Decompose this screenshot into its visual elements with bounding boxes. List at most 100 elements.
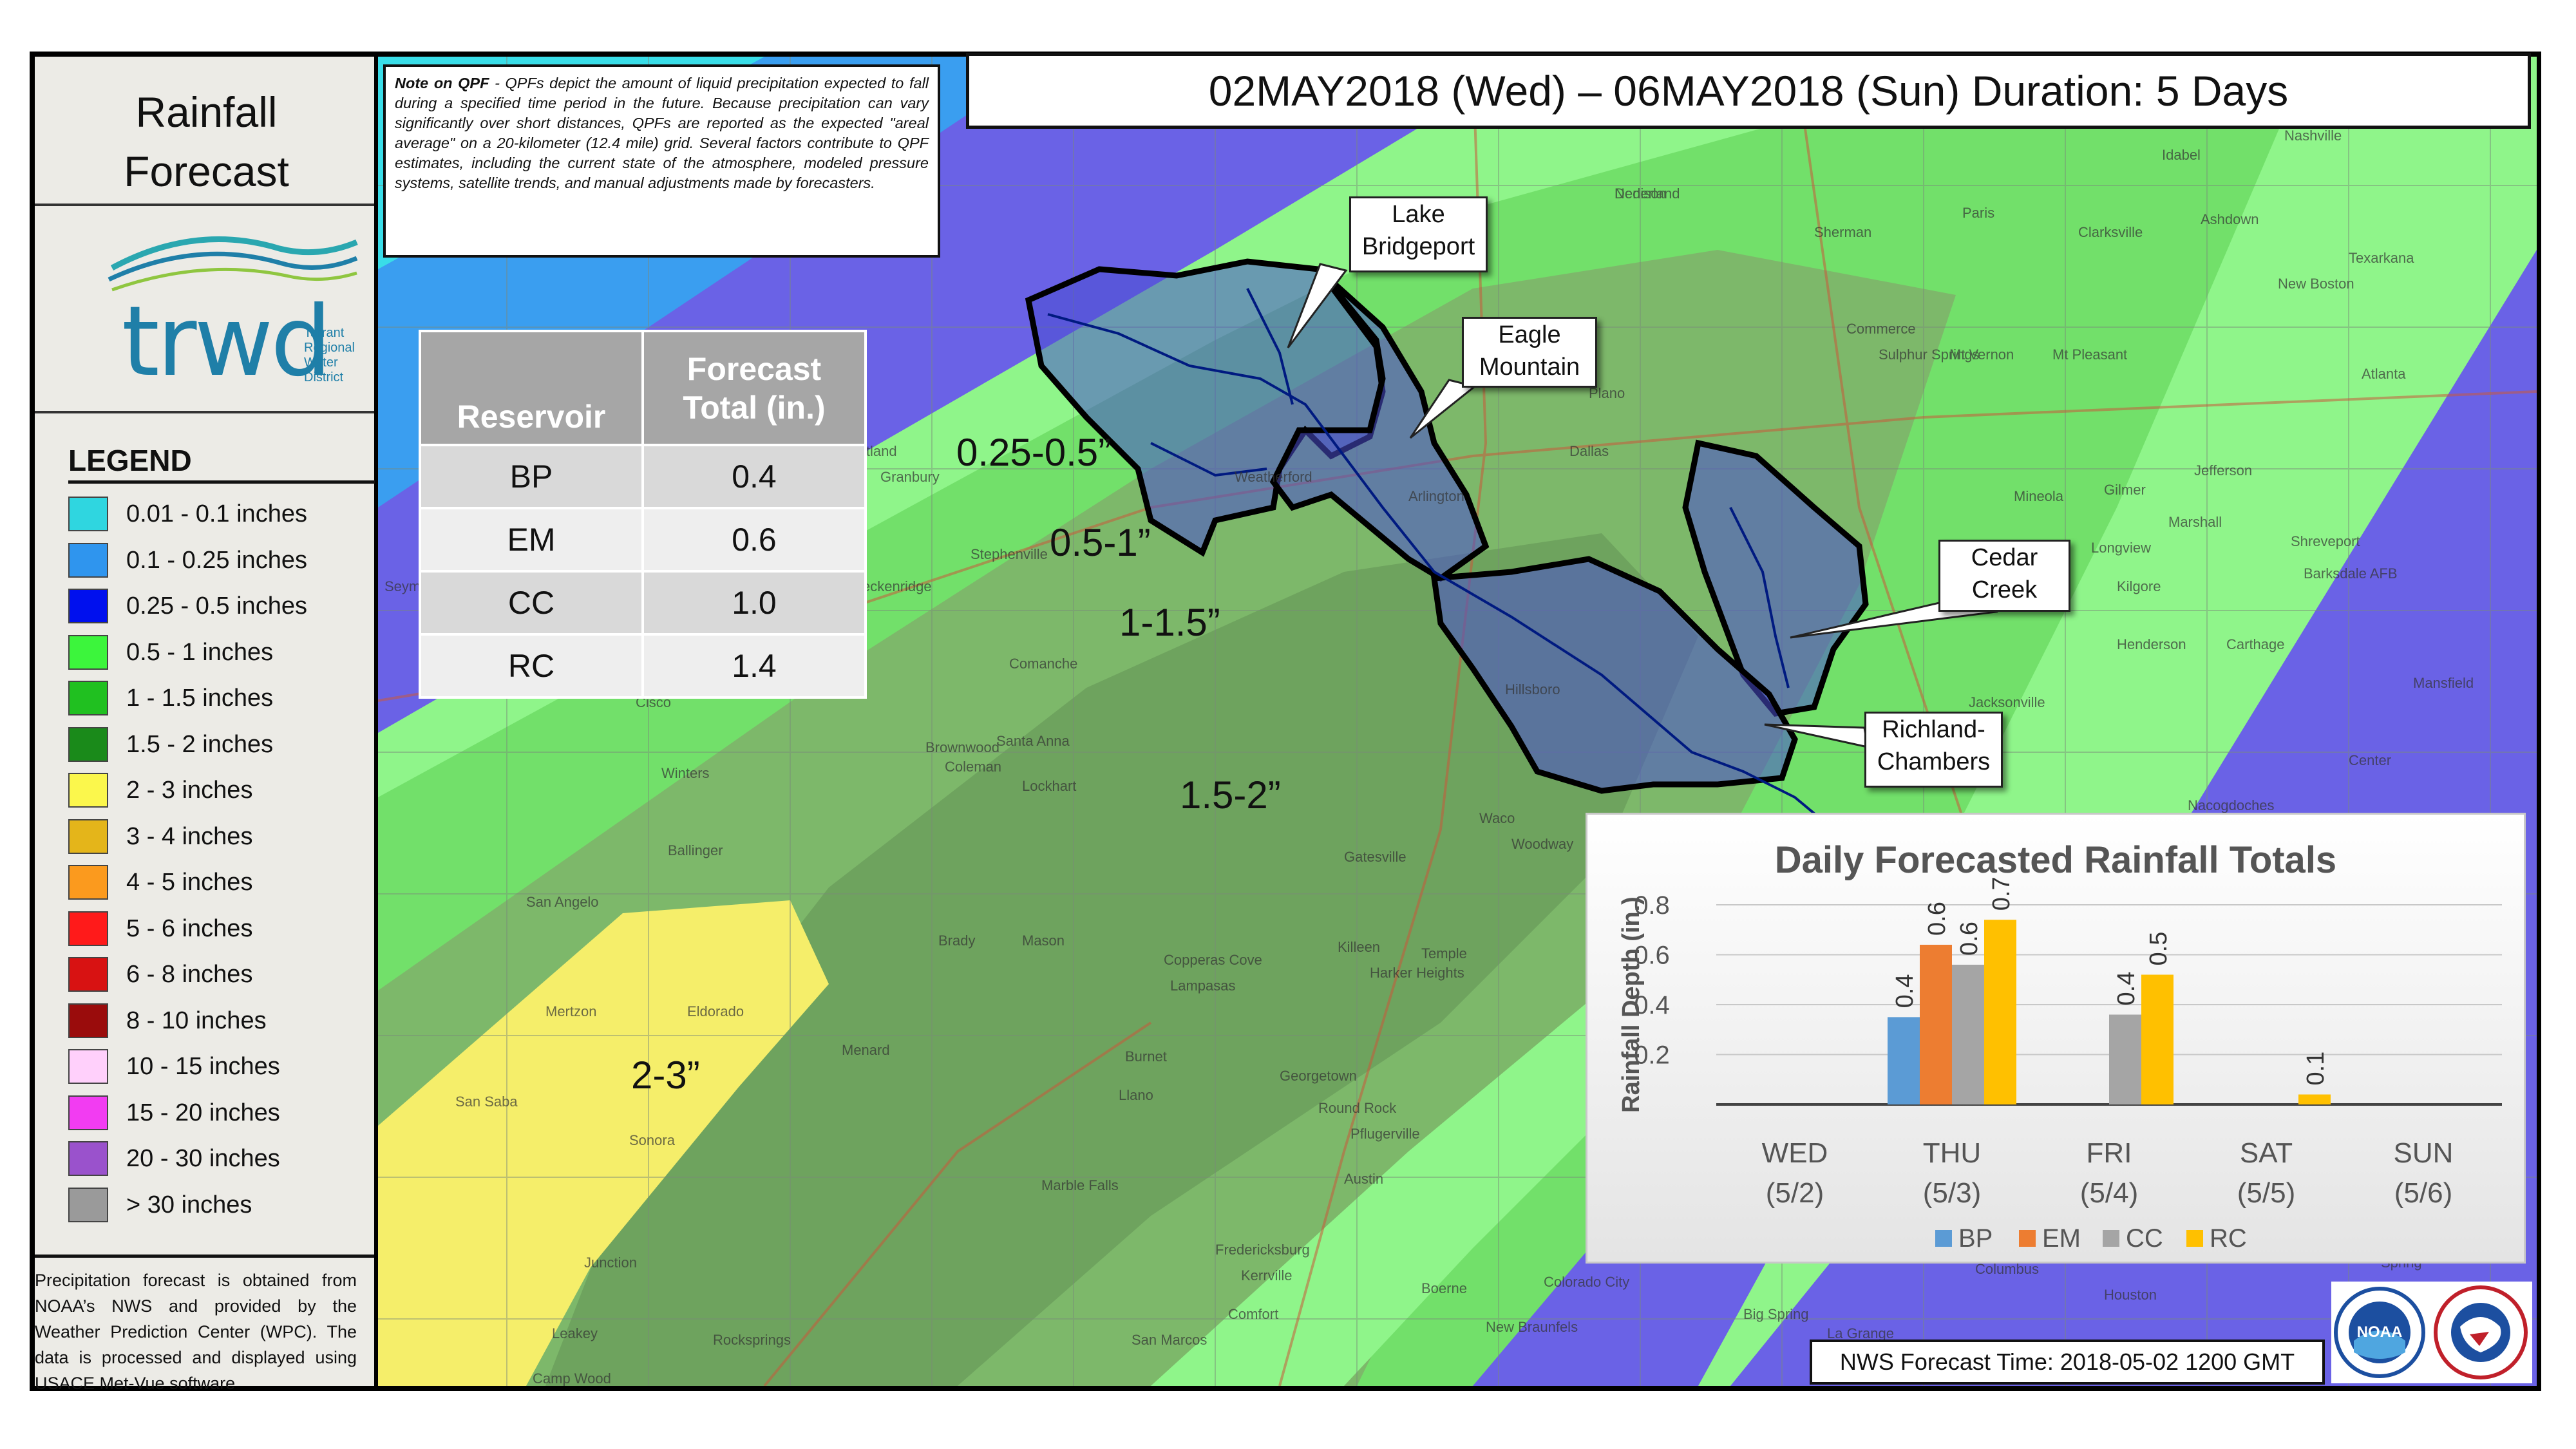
band-label: 0.5-1”: [1050, 521, 1151, 564]
place-label: Mansfield: [2413, 675, 2474, 691]
place-label: Hillsboro: [1505, 681, 1560, 697]
place-label: Mineola: [2014, 488, 2064, 504]
qpf-note: Note on QPF - QPFs depict the amount of …: [383, 64, 940, 258]
forecast-period-title: 02MAY2018 (Wed) – 06MAY2018 (Sun) Durati…: [966, 53, 2531, 129]
watershed-cedar-creek: [1682, 439, 1869, 717]
place-label: Marble Falls: [1041, 1177, 1119, 1193]
legend-label: > 30 inches: [126, 1191, 252, 1218]
place-label: Lampasas: [1170, 978, 1236, 994]
place-label: Dallas: [1569, 443, 1609, 459]
legend-swatch: [68, 589, 108, 623]
legend-label: 5 - 6 inches: [126, 914, 253, 942]
band-1.5-2: [545, 533, 1698, 1386]
place-label: Sulphur Springs: [1879, 346, 1980, 363]
legend-title: LEGEND: [68, 444, 192, 477]
place-label: Coleman: [945, 759, 1001, 775]
place-label: Lockhart: [1022, 778, 1076, 794]
place-label: Colorado City: [1544, 1274, 1629, 1290]
legend-label: 1.5 - 2 inches: [126, 730, 274, 758]
legend-label: 0.01 - 0.1 inches: [126, 500, 307, 527]
chart-xtick-label: (5/5): [2237, 1177, 2295, 1209]
qpf-note-text: - QPFs depict the amount of liquid preci…: [395, 75, 929, 191]
legend-swatch: [68, 634, 108, 670]
legend-swatch: [68, 497, 108, 531]
legend-swatch: [68, 819, 108, 854]
legend-item: 1 - 1.5 inches: [68, 676, 371, 715]
place-label: Mertzon: [545, 1003, 596, 1019]
legend-swatch: [68, 911, 108, 946]
chart-ytick-label: 0.2: [1634, 1041, 1670, 1070]
chart-legend-label: EM: [2042, 1224, 2081, 1253]
place-label: Round Rock: [1318, 1100, 1397, 1116]
chart-xtick-label: THU: [1923, 1137, 1981, 1169]
legend-item: 4 - 5 inches: [68, 860, 371, 900]
chart-canvas: Daily Forecasted Rainfall Totals Rainfall…: [1618, 839, 2502, 1253]
agency-logos-icon: NOAA: [2334, 1285, 2528, 1379]
chart-xtick-label: (5/4): [2080, 1177, 2138, 1209]
legend-swatch: [68, 1049, 108, 1084]
chart-title: Daily Forecasted Rainfall Totals: [1775, 839, 2336, 881]
place-labels: Wichita FallsDenisonShermanParisClarksvi…: [384, 128, 2474, 1386]
place-label: Mt Vernon: [1949, 346, 2014, 363]
legend-underline: [68, 480, 375, 484]
header-reservoir: Reservoir: [419, 330, 644, 446]
chart-legend-swatch: [2019, 1230, 2036, 1247]
chart-xtick-label: FRI: [2087, 1137, 2132, 1169]
left-panel: Rainfall Forecast trwd Tarrant Regional …: [35, 57, 378, 1393]
rainfall-map: Wichita FallsDenisonShermanParisClarksvi…: [378, 57, 2537, 1386]
place-label: New Braunfels: [1486, 1319, 1578, 1335]
place-label: Atlanta: [2362, 366, 2406, 382]
place-label: Marshall: [2168, 514, 2222, 530]
callout-eagle-mountain: Eagle Mountain: [1462, 317, 1597, 388]
legend-item: 0.25 - 0.5 inches: [68, 583, 371, 623]
chart-data-label: 0.7: [1988, 876, 2015, 911]
place-label: Carthage: [2226, 636, 2285, 652]
chart-bar-rc: [2298, 1094, 2331, 1104]
place-label: Pflugerville: [1350, 1126, 1420, 1142]
chart-legend-swatch: [2186, 1230, 2203, 1247]
place-label: Leakey: [552, 1325, 598, 1341]
legend-item: 2 - 3 inches: [68, 768, 371, 808]
cell-reservoir: CC: [419, 570, 644, 636]
place-label: Jacksonville: [1969, 694, 2045, 710]
place-label: Camp Wood: [533, 1370, 611, 1386]
legend-swatch: [68, 1095, 108, 1130]
rivers: [1047, 288, 1835, 831]
legend-label: 15 - 20 inches: [126, 1099, 280, 1126]
place-label: Llano: [1119, 1087, 1153, 1103]
place-label: Brownwood: [925, 739, 999, 755]
place-label: Gilmer: [2104, 482, 2146, 498]
chart-data-label: 0.4: [2113, 972, 2140, 1006]
place-label: Menard: [842, 1042, 890, 1058]
logo-waves-icon: [108, 236, 358, 292]
place-label: Clarksville: [2078, 224, 2143, 240]
legend-swatch: [68, 1003, 108, 1038]
place-label: Mt Pleasant: [2052, 346, 2127, 363]
place-label: Brady: [938, 933, 975, 949]
place-label: Killeen: [1338, 939, 1380, 955]
place-label: Georgetown: [1280, 1068, 1357, 1084]
chart-xtick-label: SAT: [2240, 1137, 2293, 1169]
legend-swatch: [68, 726, 108, 762]
daily-rainfall-chart: Daily Forecasted Rainfall Totals Rainfall…: [1586, 813, 2526, 1264]
callout-cedar-creek: Cedar Creek: [1938, 540, 2070, 612]
table-row: EM 0.6: [419, 507, 867, 573]
place-label: Houston: [2104, 1287, 2157, 1303]
place-label: Comanche: [1009, 656, 1077, 672]
chart-legend-swatch: [1935, 1230, 1952, 1247]
chart-xtick-label: SUN: [2394, 1137, 2454, 1169]
place-label: Ashdown: [2201, 211, 2259, 227]
chart-legend-swatch: [2103, 1230, 2119, 1247]
place-label: Stephenville: [971, 546, 1048, 562]
cell-reservoir: RC: [419, 633, 644, 699]
place-label: Gatesville: [1344, 849, 1406, 865]
place-label: Austin: [1344, 1171, 1383, 1187]
legend-item: 10 - 15 inches: [68, 1044, 371, 1084]
place-label: Mason: [1022, 933, 1065, 949]
chart-data-label: 0.6: [1956, 922, 1983, 956]
place-label: Sonora: [629, 1132, 676, 1148]
place-label: Texarkana: [2349, 250, 2414, 266]
chart-bar-cc: [2109, 1014, 2141, 1104]
nws-forecast-time: NWS Forecast Time: 2018-05-02 1200 GMT: [1810, 1340, 2325, 1385]
place-label: San Saba: [455, 1094, 518, 1110]
